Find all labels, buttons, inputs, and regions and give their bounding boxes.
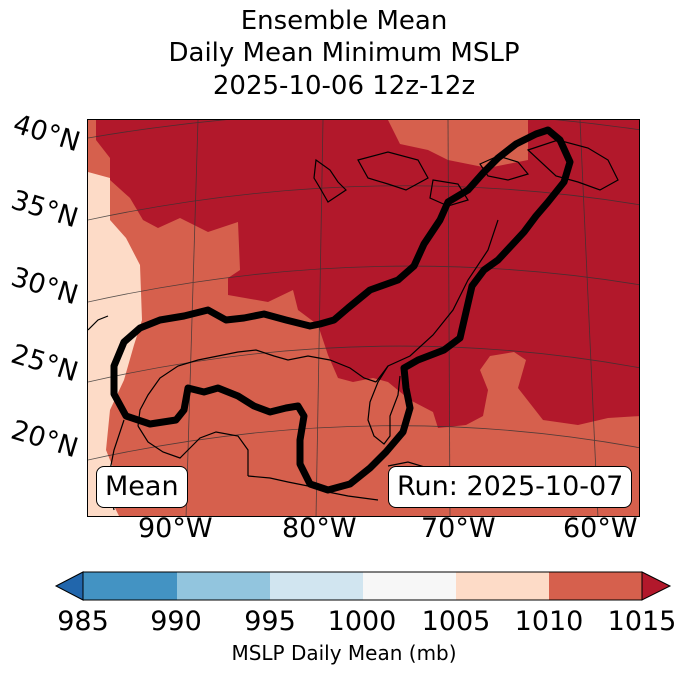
low-pressure-region: [88, 172, 142, 516]
colorbar-tick-990: 990: [150, 606, 202, 637]
northeast-band: [388, 120, 528, 168]
lon-label-80w: 80°W: [282, 513, 357, 544]
title-line-2: Daily Mean Minimum MSLP: [168, 38, 520, 68]
colorbar-tick-1010: 1010: [514, 606, 584, 637]
colorbar-label: MSLP Daily Mean (mb): [231, 641, 457, 665]
mid-pressure-region: [88, 120, 639, 516]
map-canvas: [88, 120, 639, 516]
lat-label-35: 35°N: [7, 184, 82, 235]
lon-label-70w: 70°W: [421, 513, 496, 544]
colorbar-tick-1000: 1000: [327, 606, 397, 637]
colorbar-tick-985: 985: [57, 606, 109, 637]
colorbar-tick-1015: 1015: [607, 606, 677, 637]
title-line-3: 2025-10-06 12z-12z: [212, 71, 476, 101]
colorbar-border: [82, 571, 643, 601]
lat-label-30: 30°N: [7, 261, 82, 312]
graticule: [88, 120, 639, 516]
map-panel: [87, 119, 640, 517]
colorbar-bin-1005-1010: [456, 572, 549, 600]
hurricane-track-outline: [110, 126, 574, 494]
title-line-1: Ensemble Mean: [240, 6, 448, 36]
colorbar-bin-990-995: [177, 572, 270, 600]
lat-label-40: 40°N: [9, 108, 84, 159]
colorbar-tick-1005: 1005: [421, 606, 491, 637]
lat-label-20: 20°N: [7, 414, 82, 465]
run-date-box: Run: 2025-10-07: [388, 466, 633, 508]
colorbar-over-arrow: [641, 571, 672, 601]
lat-label-25: 25°N: [7, 338, 82, 389]
colorbar-tick-995: 995: [244, 606, 296, 637]
colorbar-bin-995-1000: [270, 572, 363, 600]
colorbar-bin-1000-1005: [363, 572, 456, 600]
colorbar-under-arrow: [54, 571, 84, 601]
mean-label-box: Mean: [96, 466, 188, 508]
lon-label-60w: 60°W: [563, 513, 638, 544]
colorbar-bin-1010-1015: [549, 572, 642, 600]
colorbar-bin-985-990: [83, 572, 177, 600]
lon-label-90w: 90°W: [138, 513, 213, 544]
